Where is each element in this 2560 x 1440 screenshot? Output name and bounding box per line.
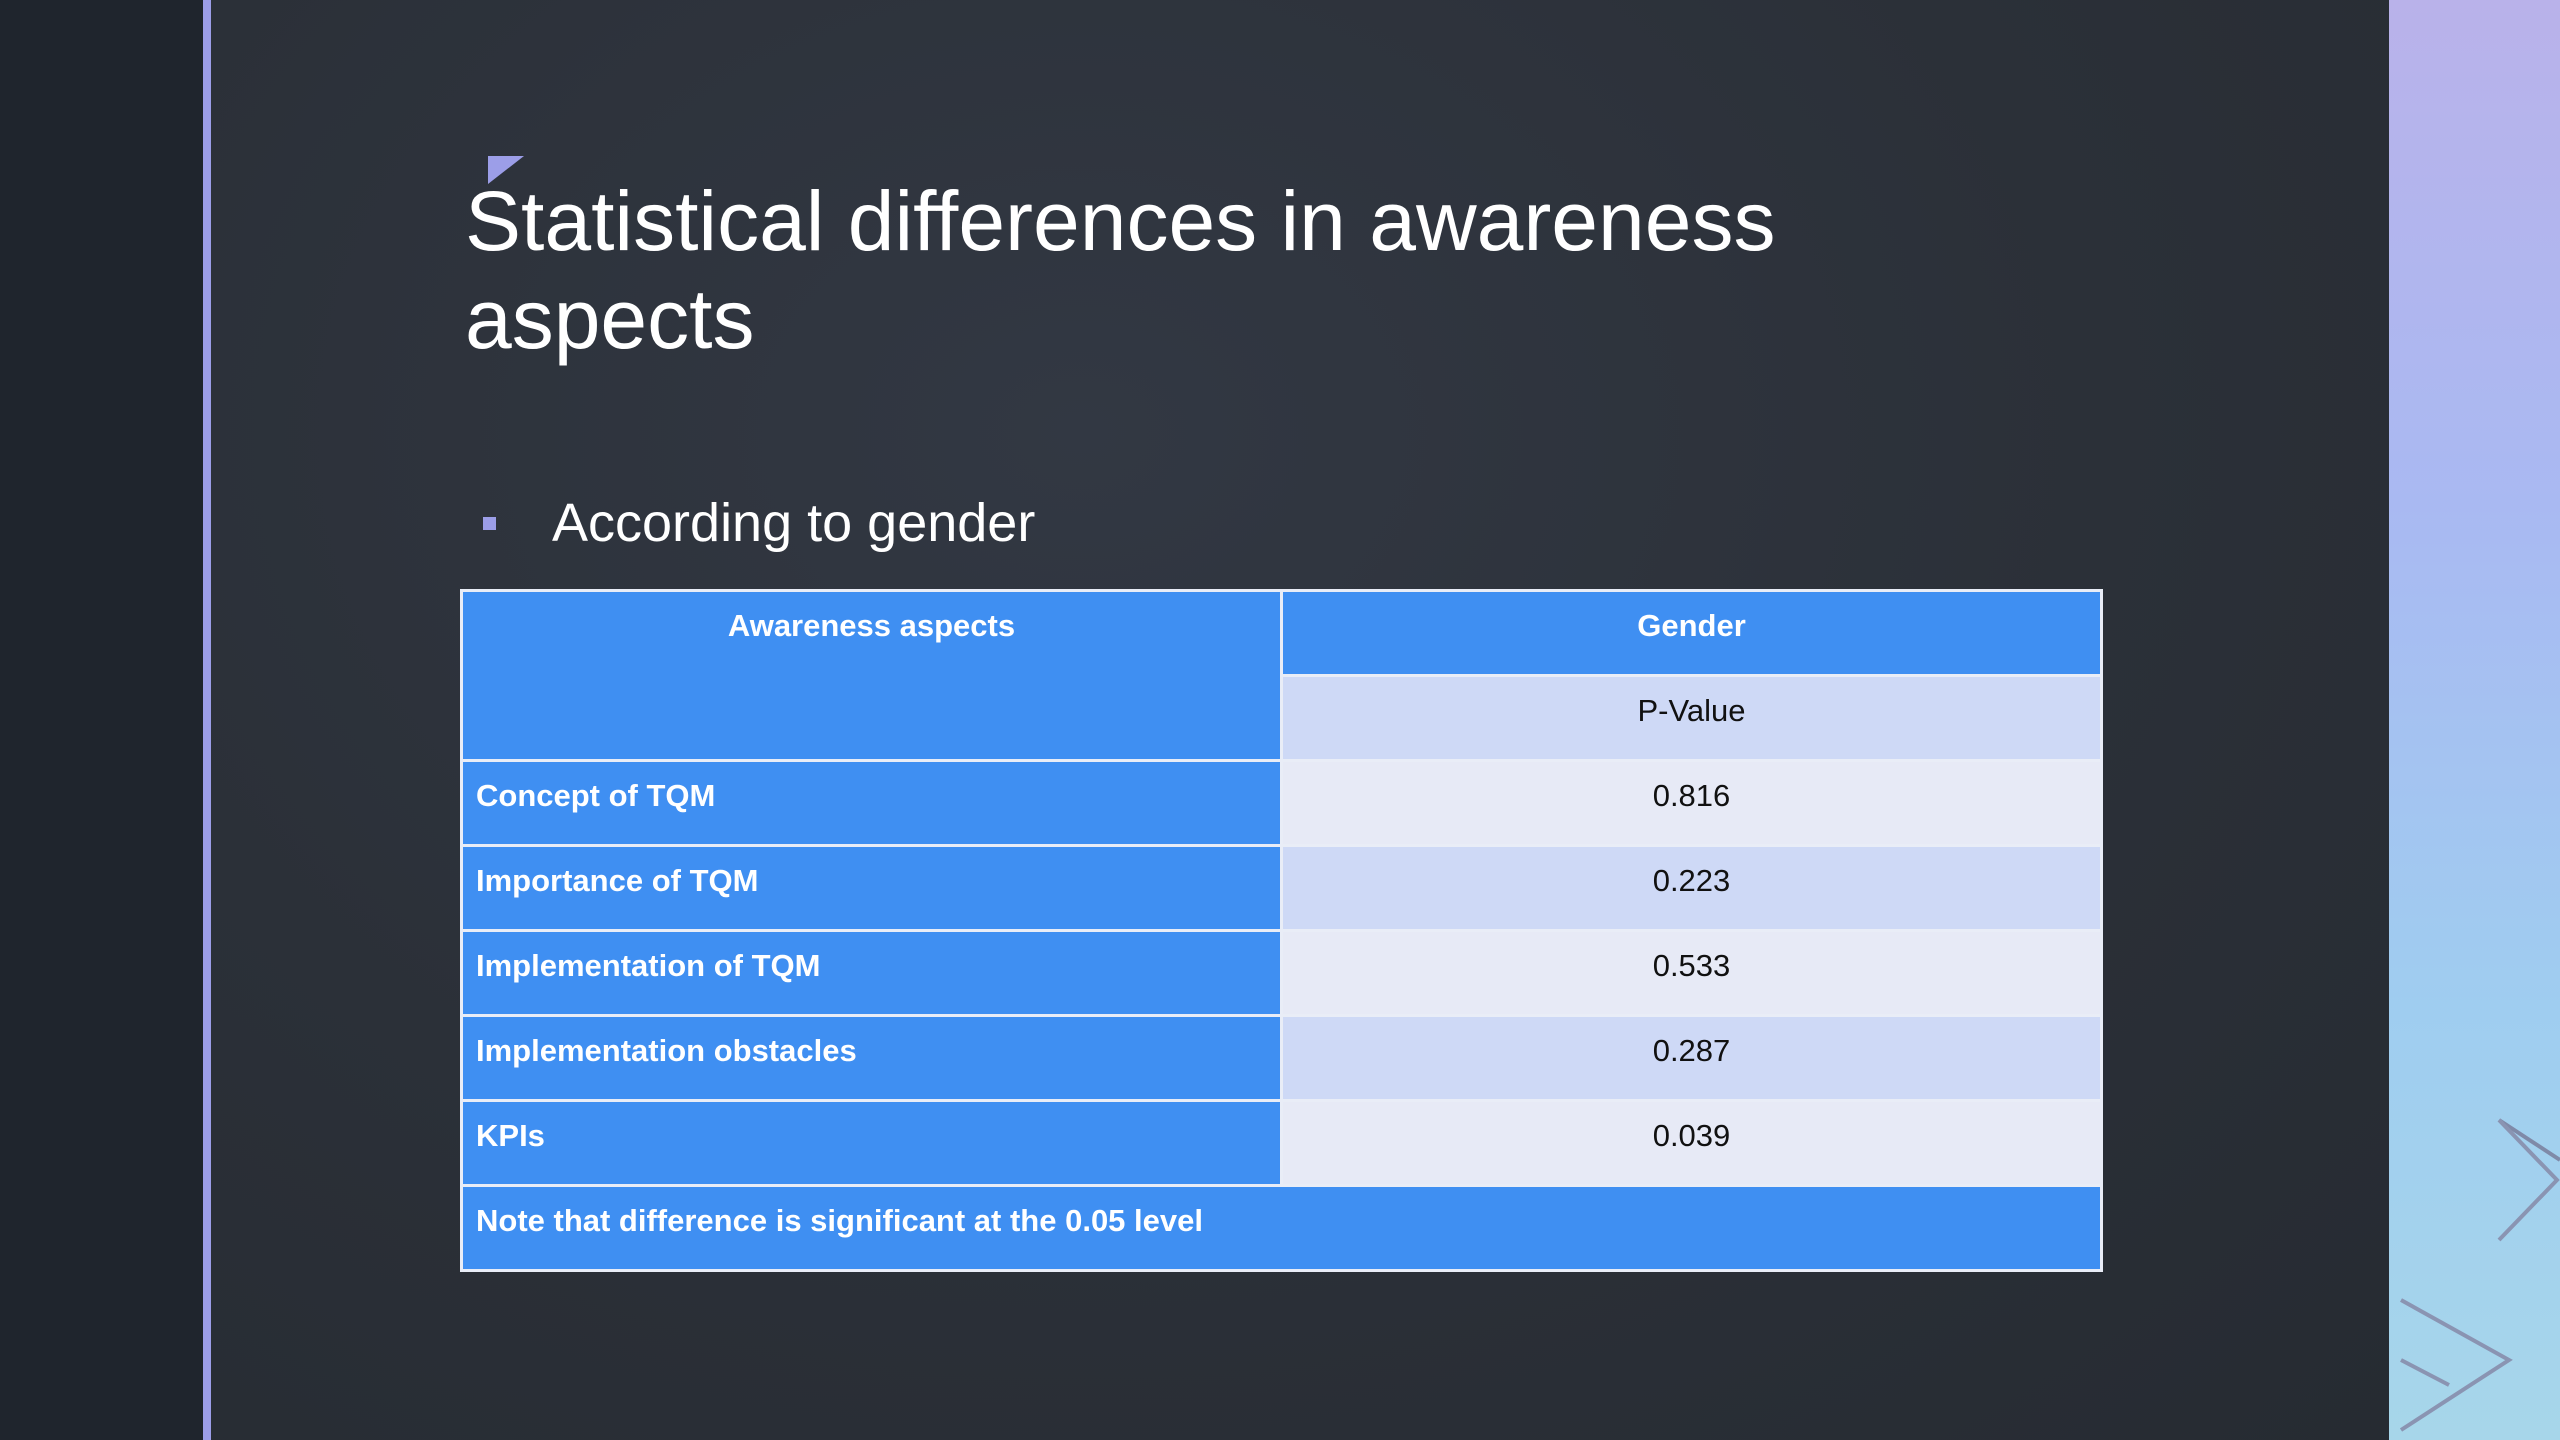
table-note: Note that difference is significant at t…: [460, 1184, 2103, 1272]
square-bullet-icon: [483, 516, 496, 530]
header-awareness-aspects: Awareness aspects: [460, 589, 1283, 762]
row-label: Concept of TQM: [460, 759, 1283, 847]
slide-title: Statistical differences in awareness asp…: [465, 174, 1776, 366]
table-subheader-row: P-Value: [462, 674, 2103, 762]
row-value: 0.816: [1280, 759, 2103, 847]
row-value: 0.039: [1280, 1099, 2103, 1187]
row-value: 0.287: [1280, 1014, 2103, 1102]
left-margin-band: [0, 0, 203, 1440]
table-row: Implementation of TQM 0.533: [460, 929, 2103, 1017]
table-row: Implementation obstacles 0.287: [460, 1014, 2103, 1102]
table-row: KPIs 0.039: [460, 1099, 2103, 1187]
row-label: Importance of TQM: [460, 844, 1283, 932]
header-p-value: P-Value: [1280, 674, 2103, 762]
right-decor-panel: [2389, 0, 2560, 1440]
table-row: Concept of TQM 0.816: [460, 759, 2103, 847]
row-label: Implementation of TQM: [460, 929, 1283, 1017]
row-label: KPIs: [460, 1099, 1283, 1187]
table-header-row: Awareness aspects Gender: [460, 589, 2103, 762]
bullet-item: According to gender: [483, 488, 1035, 558]
bullet-text: According to gender: [552, 493, 1036, 553]
left-accent-rule: [203, 0, 211, 1440]
row-value: 0.223: [1280, 844, 2103, 932]
row-label: Implementation obstacles: [460, 1014, 1283, 1102]
table-note-row: Note that difference is significant at t…: [460, 1184, 2103, 1272]
corner-triangle-icon: [488, 156, 524, 184]
pvalue-table: Awareness aspects Gender P-Value Concept…: [460, 589, 2103, 1272]
chevron-right-icon: [2399, 1118, 2560, 1432]
table-row: Importance of TQM 0.223: [460, 844, 2103, 932]
header-gender: Gender: [1280, 589, 2103, 677]
row-value: 0.533: [1280, 929, 2103, 1017]
